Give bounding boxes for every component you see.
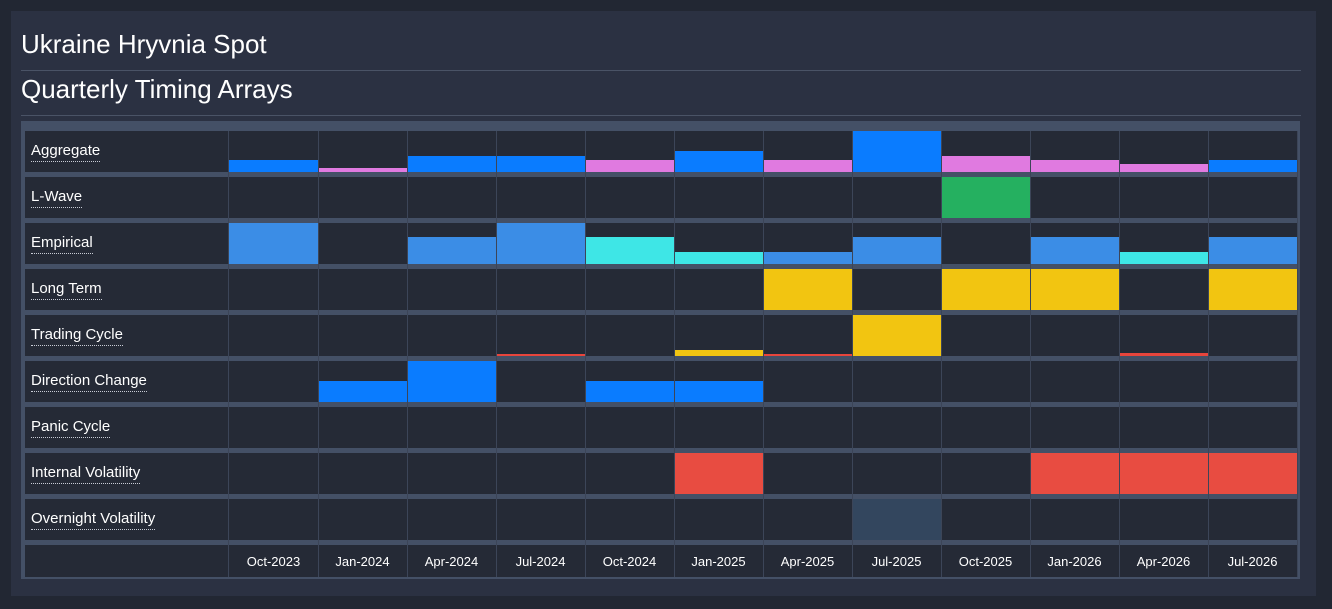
heat-bar (407, 361, 496, 402)
heat-bar (585, 237, 674, 264)
column-divider (496, 131, 497, 577)
heat-bar (763, 252, 852, 264)
heat-bar (1119, 252, 1208, 264)
row-background (25, 177, 1297, 218)
heat-bar (674, 350, 763, 356)
timing-array-grid: Aggregate L-Wave Empirical Long Term Trading… (21, 121, 1300, 579)
heat-bar (496, 156, 585, 172)
heat-bar (674, 453, 763, 494)
row-background (25, 407, 1297, 448)
heat-bar (674, 151, 763, 172)
heat-bar (852, 315, 941, 356)
column-divider (407, 131, 408, 577)
x-tick-label: Jul-2025 (871, 554, 922, 569)
subtitle-divider (21, 115, 1301, 116)
heat-bar (1030, 237, 1119, 264)
heat-bar (941, 156, 1030, 172)
heat-bar (407, 156, 496, 172)
heat-bar (318, 168, 407, 172)
column-divider (318, 131, 319, 577)
row-label: Empirical (31, 234, 93, 254)
row-label: Direction Change (31, 372, 147, 392)
heat-bar (763, 160, 852, 172)
title-divider (21, 70, 1301, 71)
heat-bar (852, 131, 941, 172)
column-divider (1119, 131, 1120, 577)
heat-bar (407, 237, 496, 264)
heat-bar (585, 381, 674, 402)
x-tick-label: Jul-2024 (515, 554, 566, 569)
row-label: Long Term (31, 280, 102, 300)
heat-bar (496, 223, 585, 264)
column-divider (1297, 131, 1298, 577)
heat-bar (1030, 453, 1119, 494)
page-title: Ukraine Hryvnia Spot (21, 29, 267, 59)
heat-bar (229, 223, 318, 264)
chart-panel: Ukraine Hryvnia Spot Quarterly Timing Ar… (11, 11, 1316, 596)
heat-bar (1208, 160, 1297, 172)
column-divider (852, 131, 853, 577)
x-tick-label: Apr-2026 (1136, 554, 1191, 569)
row-label: Internal Volatility (31, 464, 141, 484)
heat-bar (585, 160, 674, 172)
heat-bar (229, 160, 318, 172)
heat-bar (1030, 160, 1119, 172)
heat-bar (941, 177, 1030, 218)
column-divider (941, 131, 942, 577)
heat-bar (496, 354, 585, 356)
x-tick-label: Jan-2024 (335, 554, 390, 569)
x-tick-label: Apr-2024 (424, 554, 479, 569)
heat-bar (763, 354, 852, 356)
x-tick-label: Oct-2023 (246, 554, 301, 569)
heat-bar (1119, 353, 1208, 356)
row-label: Overnight Volatility (31, 510, 156, 530)
heat-bar (1208, 453, 1297, 494)
column-divider (674, 131, 675, 577)
heat-bar (763, 269, 852, 310)
row-label: Trading Cycle (31, 326, 123, 346)
row-label: Aggregate (31, 142, 101, 162)
column-divider (1208, 131, 1209, 577)
heat-bar (1030, 269, 1119, 310)
heat-bar (941, 269, 1030, 310)
row-background (25, 499, 1297, 540)
x-tick-label: Apr-2025 (780, 554, 835, 569)
heat-bar (852, 237, 941, 264)
heat-bar (1119, 453, 1208, 494)
column-divider (585, 131, 586, 577)
heat-bar (318, 381, 407, 402)
heat-bar (674, 381, 763, 402)
x-tick-label: Oct-2025 (958, 554, 1013, 569)
chart-subtitle: Quarterly Timing Arrays (21, 74, 293, 104)
row-label: L-Wave (31, 188, 83, 208)
x-tick-label: Jan-2026 (1047, 554, 1102, 569)
heat-bar (1208, 269, 1297, 310)
heat-bar (674, 252, 763, 264)
heat-bar (1119, 164, 1208, 172)
column-divider (763, 131, 764, 577)
column-divider (1030, 131, 1031, 577)
x-tick-label: Jul-2026 (1227, 554, 1278, 569)
heat-bar (852, 499, 941, 540)
x-tick-label: Jan-2025 (691, 554, 746, 569)
row-background (25, 315, 1297, 356)
row-label: Panic Cycle (31, 418, 111, 438)
heat-bar (1208, 237, 1297, 264)
column-divider (228, 131, 229, 577)
x-axis-row (25, 545, 1297, 577)
x-tick-label: Oct-2024 (602, 554, 657, 569)
